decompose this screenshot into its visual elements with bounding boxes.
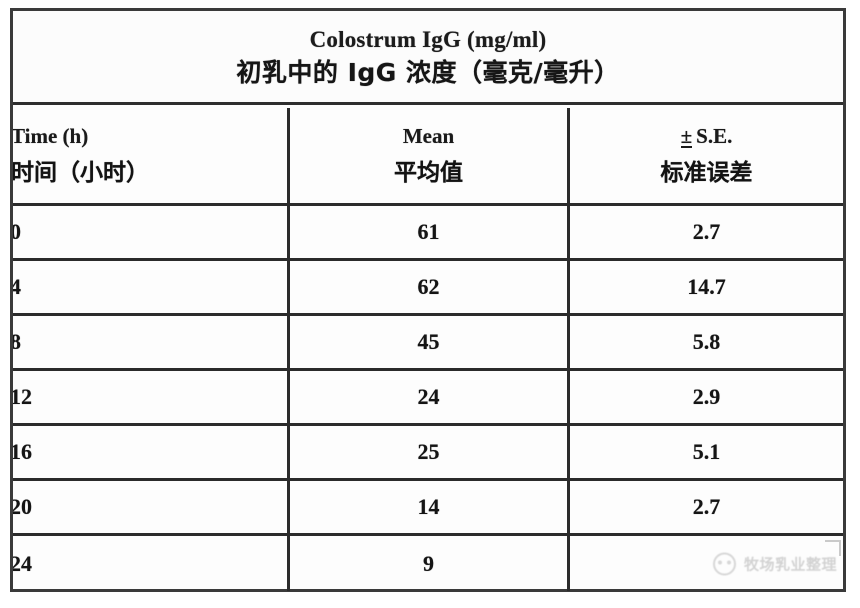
- cell-time: 12: [13, 371, 290, 423]
- cell-mean: 25: [290, 426, 570, 478]
- table-title-chinese: 初乳中的 IgG 浓度（毫克/毫升）: [236, 57, 620, 87]
- cell-standard-error: 14.7: [570, 261, 843, 313]
- watermark-logo-icon: [712, 552, 736, 575]
- cell-standard-error: 2.7: [570, 481, 843, 533]
- cell-time-value: 16: [13, 439, 32, 464]
- column-header-mean: Mean 平均值: [290, 108, 570, 203]
- cell-standard-error: 2.9: [570, 371, 843, 423]
- cell-time-value: 4: [13, 274, 21, 300]
- cell-mean-value: 25: [417, 439, 440, 464]
- cell-time: 8: [13, 316, 290, 368]
- table-row: 4 62 14.7: [13, 261, 843, 316]
- cell-time-value: 8: [13, 329, 21, 355]
- column-header-time-english: Time (h): [13, 124, 89, 149]
- cell-time: 20: [13, 481, 290, 533]
- cell-time-value: 0: [13, 219, 21, 245]
- table-row: 12 24 2.9: [13, 371, 843, 426]
- cell-se-value: 2.9: [692, 384, 721, 409]
- table-row: 16 25 5.1: [13, 426, 843, 481]
- table-title-block: Colostrum IgG (mg/ml) 初乳中的 IgG 浓度（毫克/毫升）: [13, 11, 843, 105]
- cell-time: 24: [13, 536, 290, 591]
- table-row: 24 9 牧场乳业整理: [13, 536, 843, 591]
- cell-mean: 45: [290, 316, 570, 368]
- cell-se-value: 5.1: [692, 439, 721, 464]
- cell-standard-error: 牧场乳业整理: [570, 536, 843, 591]
- watermark-text: 牧场乳业整理: [743, 555, 837, 573]
- colostrum-igg-table: Colostrum IgG (mg/ml) 初乳中的 IgG 浓度（毫克/毫升）…: [10, 8, 846, 592]
- cell-mean-value: 61: [417, 219, 440, 244]
- cell-time: 16: [13, 426, 290, 478]
- watermark: 牧场乳业整理: [712, 552, 837, 575]
- table-title-english: Colostrum IgG (mg/ml): [309, 26, 547, 52]
- column-header-time: Time (h) 时间（小时）: [13, 108, 290, 203]
- cell-standard-error: 5.1: [570, 426, 843, 478]
- cell-se-value: 14.7: [687, 274, 726, 299]
- cell-mean-value: 24: [417, 384, 440, 409]
- cell-standard-error: 5.8: [570, 316, 843, 368]
- table-header-row: Time (h) 时间（小时） Mean 平均值 ± S.E. 标准误差: [13, 108, 843, 206]
- cell-mean: 9: [290, 536, 570, 591]
- column-header-se-english-label: S.E.: [696, 124, 733, 149]
- table-row: 0 61 2.7: [13, 206, 843, 261]
- cell-time-value: 12: [13, 384, 32, 409]
- cell-time: 4: [13, 261, 290, 313]
- column-header-se-chinese: 标准误差: [660, 160, 753, 187]
- cell-mean: 14: [290, 481, 570, 533]
- cell-mean: 62: [290, 261, 570, 313]
- table-row: 20 14 2.7: [13, 481, 843, 536]
- column-header-se-english: ± S.E.: [680, 124, 733, 149]
- cell-time: 0: [13, 206, 290, 258]
- plus-minus-icon: ±: [680, 124, 693, 149]
- cell-se-value: 2.7: [692, 494, 721, 519]
- column-header-mean-english: Mean: [402, 124, 455, 149]
- column-header-mean-chinese: 平均值: [394, 160, 463, 187]
- cell-mean-value: 62: [417, 274, 440, 299]
- column-header-time-chinese: 时间（小时）: [13, 160, 149, 187]
- column-header-standard-error: ± S.E. 标准误差: [570, 108, 843, 203]
- cell-mean-value: 9: [423, 550, 434, 576]
- watermark-corner-bracket-icon: [825, 540, 841, 556]
- table-grid: Time (h) 时间（小时） Mean 平均值 ±S.E. 标准误差 0: [13, 108, 843, 591]
- cell-time-value: 20: [13, 494, 32, 519]
- cell-standard-error: 2.7: [570, 206, 843, 258]
- cell-se-value: 5.8: [692, 329, 721, 354]
- cell-mean-value: 45: [417, 329, 440, 354]
- cell-mean: 61: [290, 206, 570, 258]
- table-row: 8 45 5.8: [13, 316, 843, 371]
- cell-time-value: 24: [13, 550, 32, 576]
- cell-mean-value: 14: [417, 494, 440, 519]
- cell-se-value: 2.7: [692, 219, 721, 244]
- cell-mean: 24: [290, 371, 570, 423]
